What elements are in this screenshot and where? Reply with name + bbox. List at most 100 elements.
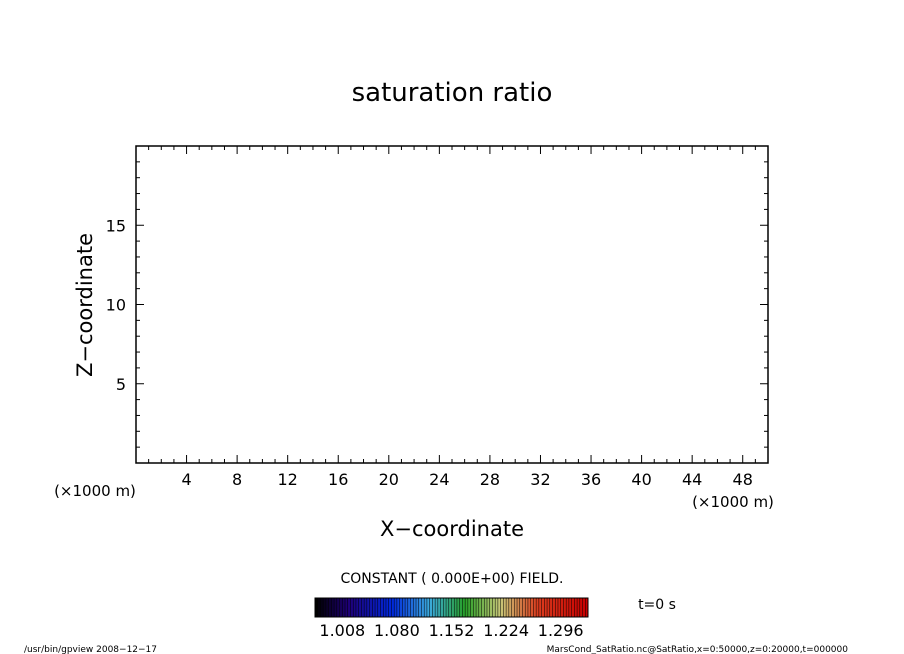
y-tick-label: 15 bbox=[106, 216, 126, 235]
colorbar-band bbox=[519, 598, 523, 617]
x-axis-tick-labels: 4 8 12 16 20 24 28 32 36 40 44 48 bbox=[181, 470, 752, 489]
colorbar-band bbox=[557, 598, 561, 617]
colorbar-band bbox=[514, 598, 518, 617]
x-tick-label: 48 bbox=[733, 470, 753, 489]
y-axis-tick-labels: 5 10 15 bbox=[106, 216, 126, 394]
colorbar-band bbox=[426, 598, 430, 617]
colorbar-band bbox=[536, 598, 540, 617]
x-tick-label: 44 bbox=[682, 470, 702, 489]
x-axis-label: X−coordinate bbox=[380, 517, 524, 541]
colorbar-band bbox=[503, 598, 507, 617]
colorbar-band bbox=[440, 598, 444, 617]
colorbar-band bbox=[470, 598, 474, 617]
x-tick-label: 16 bbox=[328, 470, 348, 489]
colorbar-band bbox=[383, 598, 387, 617]
colorbar-band bbox=[315, 598, 319, 617]
colorbar-band bbox=[342, 598, 346, 617]
colorbar-band bbox=[443, 598, 447, 617]
y-tick-label: 10 bbox=[106, 296, 126, 315]
colorbar-band bbox=[391, 598, 395, 617]
colorbar-band bbox=[555, 598, 559, 617]
colorbar-band bbox=[585, 598, 589, 617]
colorbar-band bbox=[579, 598, 583, 617]
colorbar-band bbox=[481, 598, 485, 617]
colorbar-band bbox=[454, 598, 458, 617]
x-unit-right: (×1000 m) bbox=[692, 493, 774, 511]
footer-left: /usr/bin/gpview 2008−12−17 bbox=[24, 645, 157, 654]
colorbar-band bbox=[394, 598, 398, 617]
colorbar-band bbox=[577, 598, 581, 617]
colorbar-tick-label: 1.080 bbox=[374, 621, 420, 640]
colorbar-band bbox=[478, 598, 482, 617]
colorbar-band bbox=[446, 598, 450, 617]
x-tick-label: 8 bbox=[232, 470, 242, 489]
y-axis-ticks bbox=[136, 161, 768, 448]
colorbar-band bbox=[571, 598, 575, 617]
colorbar-tick-label: 1.008 bbox=[319, 621, 365, 640]
colorbar-band bbox=[361, 598, 365, 617]
colorbar-band bbox=[377, 598, 381, 617]
colorbar-tick-labels: 1.008 1.080 1.152 1.224 1.296 bbox=[319, 621, 583, 640]
x-tick-label: 36 bbox=[581, 470, 601, 489]
colorbar-band bbox=[497, 598, 501, 617]
x-unit-left: (×1000 m) bbox=[54, 482, 136, 500]
colorbar bbox=[314, 598, 589, 617]
colorbar-band bbox=[525, 598, 529, 617]
colorbar-band bbox=[432, 598, 436, 617]
colorbar-band bbox=[413, 598, 417, 617]
x-tick-label: 12 bbox=[278, 470, 298, 489]
colorbar-band bbox=[563, 598, 567, 617]
field-note: CONSTANT ( 0.000E+00) FIELD. bbox=[340, 571, 563, 587]
colorbar-band bbox=[339, 598, 343, 617]
colorbar-band bbox=[566, 598, 570, 617]
colorbar-band bbox=[530, 598, 534, 617]
footer-right: MarsCond_SatRatio.nc@SatRatio,x=0:50000,… bbox=[547, 645, 849, 654]
time-label: t=0 s bbox=[638, 597, 676, 613]
colorbar-tick-label: 1.224 bbox=[483, 621, 529, 640]
plot-frame bbox=[135, 145, 769, 464]
colorbar-band bbox=[429, 598, 433, 617]
colorbar-band bbox=[451, 598, 455, 617]
x-tick-label: 28 bbox=[480, 470, 500, 489]
colorbar-band bbox=[456, 598, 460, 617]
colorbar-band bbox=[366, 598, 370, 617]
colorbar-band bbox=[350, 598, 354, 617]
colorbar-band bbox=[552, 598, 556, 617]
colorbar-band bbox=[517, 598, 521, 617]
colorbar-band bbox=[437, 598, 441, 617]
colorbar-band bbox=[484, 598, 488, 617]
colorbar-band bbox=[541, 598, 545, 617]
colorbar-band bbox=[402, 598, 406, 617]
colorbar-band bbox=[405, 598, 409, 617]
colorbar-band bbox=[347, 598, 351, 617]
colorbar-band bbox=[424, 598, 428, 617]
colorbar-band bbox=[336, 598, 340, 617]
colorbar-frame bbox=[314, 597, 589, 618]
colorbar-band bbox=[527, 598, 531, 617]
colorbar-band bbox=[320, 598, 324, 617]
colorbar-band bbox=[355, 598, 359, 617]
colorbar-band bbox=[410, 598, 414, 617]
colorbar-band bbox=[323, 598, 327, 617]
colorbar-band bbox=[508, 598, 512, 617]
colorbar-band bbox=[328, 598, 332, 617]
colorbar-band bbox=[522, 598, 526, 617]
chart-title: saturation ratio bbox=[352, 78, 553, 108]
colorbar-band bbox=[418, 598, 422, 617]
colorbar-band bbox=[538, 598, 542, 617]
colorbar-band bbox=[388, 598, 392, 617]
colorbar-band bbox=[486, 598, 491, 617]
colorbar-band bbox=[473, 598, 477, 617]
colorbar-band bbox=[467, 598, 471, 617]
colorbar-band bbox=[560, 598, 564, 617]
colorbar-band bbox=[317, 598, 321, 617]
colorbar-band bbox=[489, 598, 493, 617]
colorbar-band bbox=[506, 598, 510, 617]
colorbar-band bbox=[495, 598, 499, 617]
colorbar-band bbox=[375, 598, 379, 617]
colorbar-band bbox=[369, 598, 373, 617]
colorbar-band bbox=[582, 598, 586, 617]
colorbar-band bbox=[448, 598, 452, 617]
colorbar-band bbox=[407, 598, 411, 617]
